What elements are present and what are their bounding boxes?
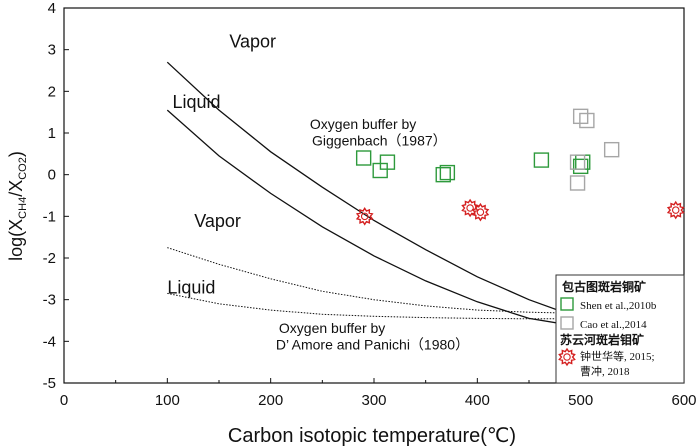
x-tick-label: 500	[568, 392, 593, 409]
point-series-0	[572, 158, 589, 175]
point-series-1	[569, 154, 586, 170]
y-axis-label-sub1: CH4	[17, 197, 29, 219]
legend-label-cao2018: 曹冲, 2018	[580, 364, 630, 378]
y-axis-label-sub2: CO2	[17, 157, 29, 180]
legend: 包古图斑岩铜矿 Shen et al.,2010b Cao et al.,201…	[555, 274, 685, 384]
legend-label-cao: Cao et al.,2014	[580, 319, 647, 331]
point-series-0	[355, 150, 372, 166]
y-axis-label: log(XCH4/XCO2)	[6, 151, 29, 261]
point-series-0	[439, 164, 456, 181]
annotation-giggenbach-line2: Giggenbach（1987）	[312, 133, 447, 149]
buffer-curves	[166, 61, 633, 336]
x-tick-label: 100	[155, 392, 180, 409]
x-tick-label: 400	[465, 392, 490, 409]
legend-marker-star	[558, 347, 576, 367]
annotation-liquid-upper: Liquid	[173, 92, 221, 112]
y-axis-label-end: )	[6, 151, 26, 157]
curve-giggenbach-liquid	[166, 109, 633, 332]
y-tick-label: 2	[48, 83, 56, 100]
legend-group2-title: 苏云河斑岩钼矿	[560, 332, 644, 347]
legend-star-glyph	[558, 347, 576, 367]
x-tick-label: 300	[361, 392, 386, 409]
data-points	[355, 108, 685, 226]
legend-label-zhong: 钟世华等, 2015;	[580, 349, 655, 363]
point-series-0	[435, 166, 451, 183]
x-tick-label: 0	[60, 392, 68, 409]
annotation-vapor-upper: Vapor	[229, 32, 276, 52]
y-tick-label: -3	[43, 292, 56, 309]
point-series-2	[355, 207, 374, 226]
axes: 0 100 200 300 400 500 600 -5 -4 -3 -2 -1 0 1 2 3 4	[43, 0, 697, 409]
y-axis-label-mid: /X	[6, 180, 26, 197]
point-series-2	[471, 202, 490, 222]
y-tick-label: -1	[43, 208, 56, 225]
point-series-0	[379, 154, 396, 170]
point-series-1	[569, 175, 586, 191]
annotation-damore-line1: Oxygen buffer by	[279, 320, 385, 336]
y-tick-label: -2	[43, 250, 56, 267]
annotation-damore-line2: D’ Amore and Panichi（1980）	[276, 337, 469, 353]
legend-group1-title: 包古图斑岩铜矿	[561, 279, 646, 294]
curve-damore-vapor	[167, 247, 633, 315]
legend-label-shen: Shen et al.,2010b	[580, 300, 657, 312]
annotation-vapor-lower: Vapor	[194, 211, 241, 231]
y-tick-label: 1	[48, 125, 56, 142]
legend-marker-shen	[560, 297, 574, 311]
y-axis-label-main: log(X	[6, 219, 26, 261]
curve-damore-liquid	[167, 292, 633, 320]
curve-giggenbach-vapor	[166, 61, 633, 336]
point-series-2	[666, 200, 685, 220]
legend-box	[555, 274, 685, 384]
y-tick-label: 0	[48, 167, 56, 184]
legend-marker-cao	[560, 316, 574, 330]
annotation-giggenbach-line1: Oxygen buffer by	[310, 116, 416, 132]
annotation-liquid-lower: Liquid	[167, 277, 215, 297]
y-tick-label: -5	[43, 375, 56, 392]
point-series-1	[579, 112, 595, 129]
x-axis-label: Carbon isotopic temperature(℃)	[228, 425, 516, 447]
x-tick-label: 200	[258, 392, 283, 409]
y-tick-label: 4	[48, 0, 56, 17]
x-tick-label: 600	[671, 392, 696, 409]
point-series-1	[603, 141, 620, 158]
y-tick-label: -4	[43, 333, 56, 350]
y-tick-label: 3	[48, 42, 56, 59]
point-series-1	[572, 108, 589, 125]
point-series-0	[533, 152, 550, 168]
